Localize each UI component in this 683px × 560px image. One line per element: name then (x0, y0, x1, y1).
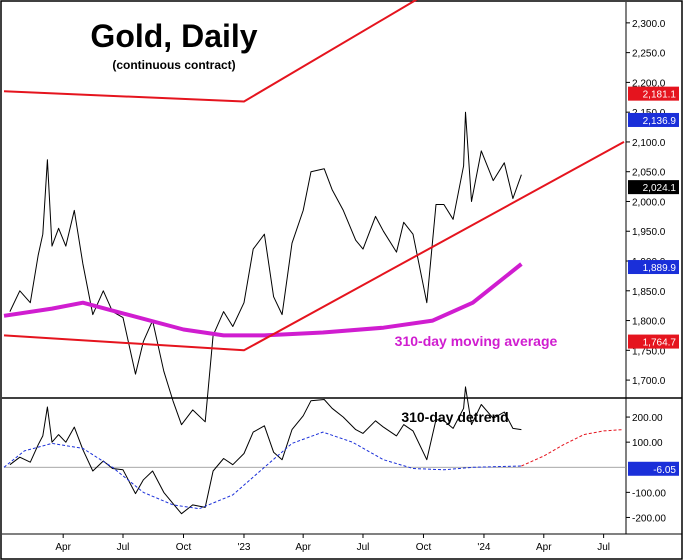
price-price-label-box (628, 260, 679, 275)
price-series-line-3 (3, 141, 625, 352)
price-tick-label: 2,100.0 (632, 138, 666, 149)
x-tick-label: Jul (117, 542, 130, 553)
detrend-price-label-text: -6.05 (653, 465, 676, 476)
price-tick-label: 2,300.0 (632, 19, 666, 30)
x-tick-label: Apr (536, 542, 552, 553)
price-price-label-text: 2,136.9 (643, 116, 677, 127)
moving-average-annotation: 310-day moving average (395, 333, 558, 349)
price-price-label-box (628, 180, 679, 195)
detrend-tick-label: -200.00 (632, 513, 666, 524)
price-price-label-text: 1,764.7 (643, 338, 677, 349)
price-series-layer (3, 0, 625, 426)
price-panel: 2,300.02,250.02,200.02,150.02,100.02,050… (3, 0, 679, 426)
detrend-series-line-2 (521, 429, 624, 467)
chart-title: Gold, Daily (90, 18, 257, 54)
detrend-title: 310-day detrend (401, 409, 508, 425)
x-tick-label: Jul (597, 542, 610, 553)
x-tick-label: Apr (295, 542, 311, 553)
detrend-series-line-1 (3, 431, 522, 510)
price-tick-label: 1,950.0 (632, 227, 666, 238)
price-series-line-2 (3, 0, 418, 103)
price-series-line-1 (3, 262, 523, 338)
x-axis: Apr Jul Oct '23 Apr Jul Oct '24 Apr Jul (55, 534, 610, 553)
detrend-panel: 200.00 100.00 -100.00 -200.00 -6.05 310-day… (3, 386, 679, 524)
price-tick-label: 2,050.0 (632, 168, 666, 179)
x-tick-label: '23 (237, 542, 250, 553)
price-tick-label: 2,250.0 (632, 49, 666, 60)
x-tick-label: '24 (477, 542, 490, 553)
price-tick-label: 1,800.0 (632, 317, 666, 328)
price-tick-label: 1,850.0 (632, 287, 666, 298)
price-labels-layer: 2,181.1 2,136.9 2,024.1 1,889.9 1,764.7 (628, 86, 679, 349)
x-tick-label: Apr (55, 542, 71, 553)
price-tick-label: 2,200.0 (632, 78, 666, 89)
price-price-label-box (628, 86, 679, 101)
detrend-tick-label: 100.00 (632, 438, 663, 449)
x-tick-label: Oct (176, 542, 192, 553)
detrend-price-label-box (628, 461, 679, 476)
price-tick-label: 1,750.0 (632, 346, 666, 357)
detrend-axis-ticks: 200.00 100.00 -100.00 -200.00 (626, 413, 666, 524)
price-tick-label: 2,000.0 (632, 197, 666, 208)
detrend-series-layer (3, 386, 626, 515)
detrend-tick-label: 200.00 (632, 413, 663, 424)
price-price-label-text: 2,181.1 (643, 90, 677, 101)
price-price-label-text: 2,024.1 (643, 183, 677, 194)
price-price-label-box (628, 112, 679, 127)
chart-subtitle: (continuous contract) (112, 58, 235, 72)
detrend-labels-layer: -6.05 (628, 461, 679, 476)
price-tick-label: 1,700.0 (632, 376, 666, 387)
x-tick-label: Oct (416, 542, 432, 553)
x-tick-label: Jul (357, 542, 370, 553)
detrend-tick-label: -100.00 (632, 488, 666, 499)
detrend-series-line-0 (9, 386, 522, 515)
price-price-label-text: 1,889.9 (643, 263, 677, 274)
price-series-line-0 (9, 111, 522, 426)
price-price-label-box (628, 334, 679, 349)
